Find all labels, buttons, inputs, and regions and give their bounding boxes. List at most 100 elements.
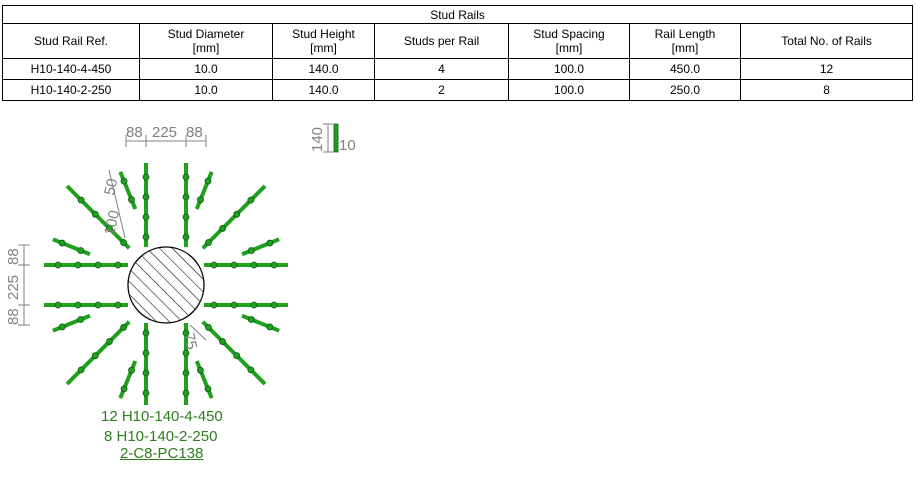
stud [91, 352, 99, 360]
stud [182, 233, 190, 241]
table-row: H10-140-4-450 10.0 140.0 4 100.0 450.0 1… [2, 58, 914, 80]
cell-studs: 4 [374, 58, 509, 80]
col-header: Stud Diameter [mm] [139, 23, 273, 59]
stud-rail [194, 171, 214, 210]
stud [197, 366, 204, 374]
stud [120, 177, 128, 185]
stud [94, 301, 102, 309]
dim-left-bottom: 88 [5, 308, 22, 325]
dim-stud-height: 140 [309, 127, 326, 152]
cell-height: 140.0 [272, 58, 375, 80]
stud [142, 389, 150, 397]
cell-diameter: 10.0 [139, 58, 273, 80]
stud [247, 247, 255, 254]
stud [77, 316, 85, 323]
dim-diag-spacing: 100 [101, 209, 123, 237]
stud-rail [52, 237, 91, 257]
table-title: Stud Rails [1, 5, 914, 24]
stud [230, 301, 238, 309]
cell-ref: H10-140-2-250 [2, 79, 140, 101]
stud [77, 366, 85, 374]
stud-rails [44, 163, 288, 405]
cell-diameter: 10.0 [139, 79, 273, 101]
stud [142, 173, 150, 181]
rails-label-1: 12 H10-140-4-450 [101, 408, 223, 425]
stud [219, 225, 226, 232]
stud-rail [65, 320, 131, 386]
column-reference-link[interactable]: 2-C8-PC138 [120, 445, 204, 462]
stud [250, 301, 258, 309]
dim-top-right: 88 [186, 124, 203, 141]
stud [54, 261, 62, 269]
stud [182, 329, 190, 337]
dim-top-mid: 225 [152, 124, 177, 141]
stud-rail [118, 171, 138, 210]
cell-total: 8 [739, 79, 914, 101]
column-section [127, 246, 205, 324]
stud [114, 301, 122, 309]
table-header-row: Stud Rail Ref. Stud Diameter [mm] Stud He… [2, 23, 914, 59]
stud-rail [201, 320, 267, 386]
stud [142, 369, 150, 377]
stud [106, 225, 113, 232]
cell-spacing: 100.0 [508, 58, 630, 80]
dim-left-top: 88 [5, 248, 22, 265]
stud [233, 210, 241, 218]
stud [247, 316, 255, 323]
stud-rail [194, 360, 214, 399]
stud [266, 239, 274, 247]
stud [120, 385, 128, 393]
stud [58, 239, 66, 247]
stud [197, 196, 204, 204]
cell-length: 250.0 [629, 79, 741, 101]
stud-rail [52, 313, 91, 333]
stud-rail [118, 360, 138, 399]
stud-rail-plan-drawing: 88 225 88 88 225 88 140 10 100 50 75 [5, 123, 356, 405]
stud [205, 239, 212, 246]
cell-spacing: 100.0 [508, 79, 630, 101]
stud [210, 261, 218, 269]
stud [120, 239, 127, 246]
stud [219, 338, 226, 345]
stud [182, 389, 190, 397]
cell-ref: H10-140-4-450 [2, 58, 140, 80]
col-header: Rail Length [mm] [629, 23, 741, 59]
stud-rail [241, 237, 280, 257]
stud [142, 349, 150, 357]
col-header: Total No. of Rails [739, 23, 914, 59]
stud [77, 247, 85, 254]
col-header: Stud Spacing [mm] [508, 23, 630, 59]
dimension-lines [18, 123, 333, 341]
stud [182, 173, 190, 181]
stud [204, 385, 212, 393]
stud [114, 261, 122, 269]
stud [91, 210, 99, 218]
stud [247, 366, 255, 374]
col-header: Studs per Rail [374, 23, 509, 59]
stud [142, 213, 150, 221]
stud [182, 193, 190, 201]
stud [205, 324, 212, 331]
stud-elevation-icon [333, 123, 339, 153]
stud [94, 261, 102, 269]
stud [270, 301, 278, 309]
rails-label-2: 8 H10-140-2-250 [104, 428, 218, 445]
stud-rail [65, 184, 131, 250]
stud [204, 177, 212, 185]
stud [182, 369, 190, 377]
stud-rail [201, 184, 267, 250]
stud-rail [241, 313, 280, 333]
cell-total: 12 [739, 58, 914, 80]
cell-height: 140.0 [272, 79, 375, 101]
stud [247, 196, 255, 204]
stud [182, 349, 190, 357]
stud [210, 301, 218, 309]
col-header: Stud Rail Ref. [2, 23, 140, 59]
stud [230, 261, 238, 269]
stud [233, 352, 241, 360]
table-row: H10-140-2-250 10.0 140.0 2 100.0 250.0 8 [2, 79, 914, 101]
dim-left-mid: 225 [5, 275, 22, 300]
stud [142, 233, 150, 241]
stud [266, 323, 274, 331]
stud [74, 301, 82, 309]
